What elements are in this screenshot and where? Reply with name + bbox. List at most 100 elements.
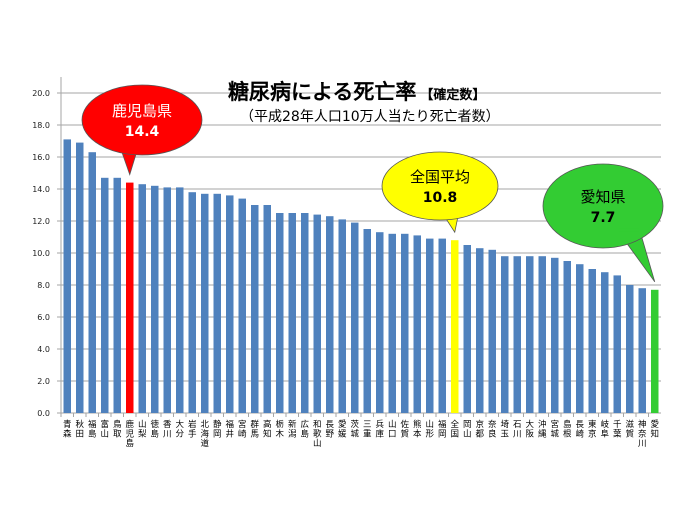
bar-鹿児島 [126,182,134,413]
x-tick-label: 栃木 [275,419,284,440]
x-tick-label: 滋賀 [625,419,634,440]
y-tick-label: 8.0 [37,281,50,290]
chart-title-text: 糖尿病による死亡率 [228,80,417,104]
y-tick-label: 2.0 [37,377,50,386]
x-tick-label: 奈良 [488,419,497,440]
bar-群馬 [251,205,259,413]
bar-新潟 [288,213,296,413]
callout-bubble [381,151,499,221]
callout-value: 10.8 [423,190,458,206]
x-tick-label: 熊本 [413,419,422,440]
x-tick-label: 静岡 [213,419,222,440]
x-tick-label: 山口 [388,419,397,440]
bar-茨城 [351,222,359,413]
bar-福井 [226,195,234,413]
x-tick-label: 徳島 [150,419,159,440]
x-tick-label: 兵庫 [375,419,384,440]
bar-栃木 [276,213,284,413]
bar-山形 [426,238,434,413]
x-tick-label: 長崎 [575,420,584,440]
bar-沖縄 [538,256,546,413]
callout-全国: 全国平均 10.8 [381,151,499,234]
bar-広島 [301,213,309,413]
callout-label: 愛知県 [580,188,625,206]
bar-福島 [88,152,96,413]
x-tick-label: 千葉 [613,419,622,440]
bar-宮城 [551,257,559,413]
x-tick-label: 新潟 [288,419,297,440]
x-tick-label: 北海道 [200,420,209,449]
bar-佐賀 [401,233,409,413]
x-tick-label: 沖縄 [538,419,547,440]
bar-和歌山 [313,214,321,413]
x-tick-label: 東京 [588,419,597,440]
bar-埼玉 [501,256,509,413]
x-tick-label: 茨城 [350,419,359,440]
bar-岡山 [463,245,471,413]
callout-bubble [81,84,203,156]
x-tick-label: 愛知 [650,419,659,440]
x-tick-label: 宮城 [550,419,559,440]
x-tick-label: 大分 [175,419,184,440]
x-tick-label: 青森 [63,419,72,440]
x-tick-label: 岩手 [188,419,197,440]
y-tick-label: 14.0 [32,185,50,194]
bar-岩手 [188,192,196,413]
bar-北海道 [201,193,209,413]
bar-鳥取 [113,177,121,413]
x-tick-label: 長野 [325,420,334,440]
x-tick-label: 福井 [225,419,234,440]
bar-長崎 [576,264,584,413]
bar-京都 [476,248,484,413]
callout-愛知: 愛知県 7.7 [542,163,664,283]
x-tick-label: 埼玉 [500,419,509,440]
x-tick-label: 福島 [88,419,97,440]
x-tick-label: 富山 [100,419,109,440]
x-tick-label: 神奈川 [638,419,647,449]
x-tick-label: 高知 [263,419,272,440]
x-tick-label: 愛媛 [338,419,347,440]
bar-三重 [363,229,371,413]
bar-愛媛 [338,219,346,413]
x-tick-label: 福岡 [438,419,447,440]
x-tick-label: 鹿児島 [125,419,134,449]
x-tick-label: 京都 [475,419,484,440]
x-tick-label: 山形 [425,419,434,440]
bar-滋賀 [626,285,634,413]
y-tick-label: 4.0 [37,345,50,354]
bar-奈良 [488,249,496,413]
bar-徳島 [151,185,159,413]
x-tick-label: 島根 [563,419,572,440]
bar-石川 [513,256,521,413]
x-tick-label: 秋田 [75,419,84,440]
x-tick-label: 石川 [513,420,522,440]
y-tick-label: 20.0 [32,89,50,98]
bar-宮崎 [238,198,246,413]
x-tick-label: 和歌山 [313,420,322,449]
chart-title: 糖尿病による死亡率 【確定数】 [228,76,485,106]
x-tick-label: 山梨 [138,419,147,440]
callout-bubble [542,163,664,249]
bar-島根 [563,261,571,413]
bar-長野 [326,216,334,413]
bar-千葉 [613,275,621,413]
y-tick-label: 12.0 [32,217,50,226]
bar-神奈川 [638,288,646,413]
bar-兵庫 [376,232,384,413]
bar-熊本 [413,235,421,413]
bar-福岡 [438,238,446,413]
y-tick-label: 16.0 [32,153,50,162]
y-tick-label: 6.0 [37,313,50,322]
y-tick-label: 18.0 [32,121,50,130]
bar-静岡 [213,193,221,413]
bar-秋田 [76,142,84,413]
bar-大分 [176,187,184,413]
y-tick-label: 10.0 [32,249,50,258]
x-tick-label: 全国 [450,419,459,440]
bar-高知 [263,205,271,413]
bar-香川 [163,187,171,413]
x-tick-label: 宮崎 [238,419,247,440]
bar-岐阜 [601,272,609,413]
chart-subtitle: （平成28年人口10万人当たり死亡者数） [240,109,500,125]
